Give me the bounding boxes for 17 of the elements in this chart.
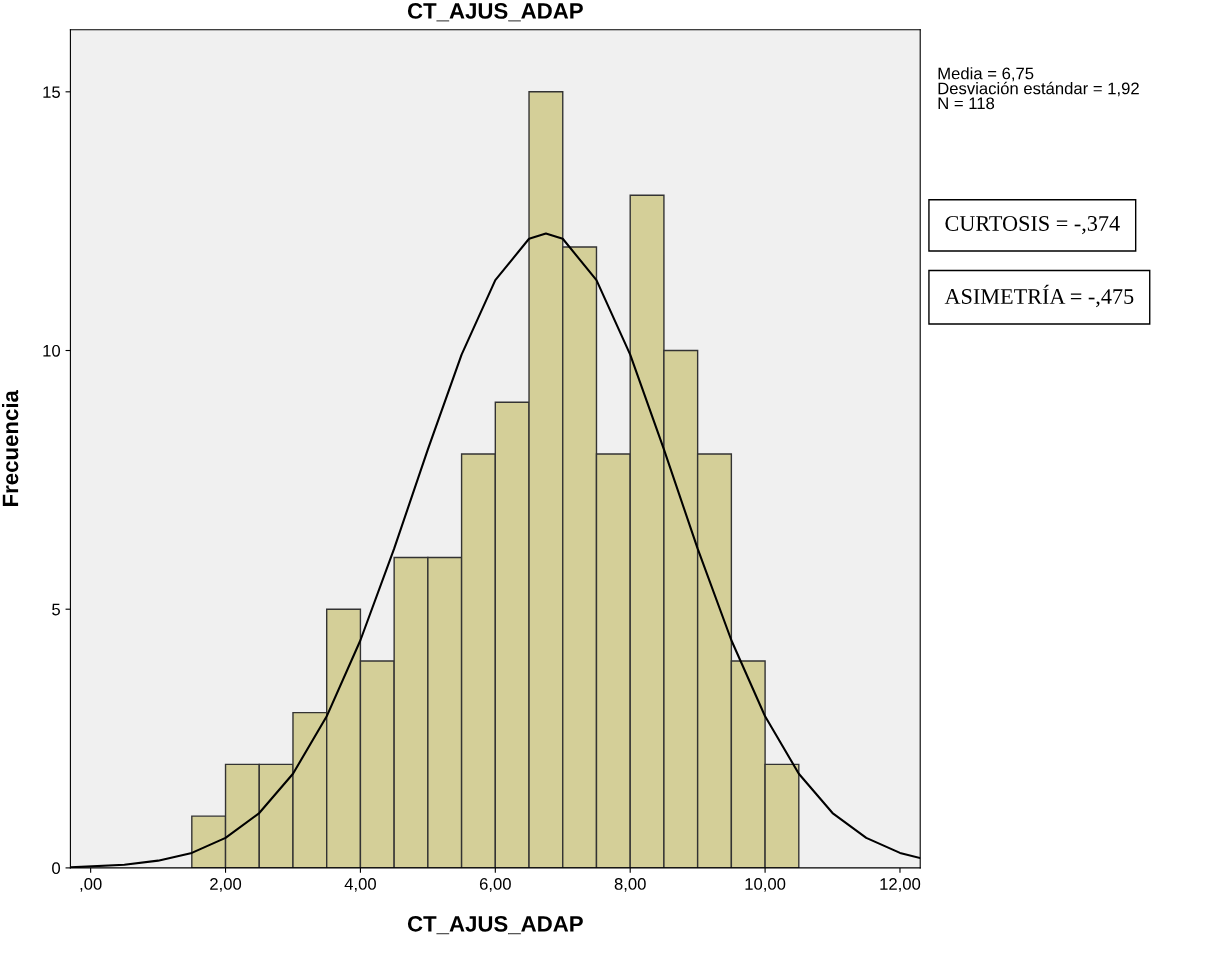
y-tick-label: 5 xyxy=(52,603,60,616)
x-tick-label: 4,00 xyxy=(344,878,376,892)
x-tick-label: 2,00 xyxy=(210,878,242,892)
y-tick-label: 0 xyxy=(52,862,61,875)
chart-title: CT_AJUS_ADAP xyxy=(407,3,583,22)
text: CURTOSIS = -,374 xyxy=(945,215,1120,235)
x-tick-label: ,00 xyxy=(80,878,102,892)
y-tick-label: 10 xyxy=(43,344,61,357)
text: ASIMETRÍA = -,475 xyxy=(944,284,1134,308)
y-axis-title: Frecuencia xyxy=(1,390,19,506)
x-tick-label: 6,00 xyxy=(479,878,511,892)
x-tick-label: 12,00 xyxy=(880,878,921,892)
text: Media = 6,75 Desviación estándar = 1,92 N = 118 xyxy=(938,67,1139,110)
x-axis-title: CT_AJUS_ADAP xyxy=(407,915,583,935)
y-tick-label: 15 xyxy=(43,86,60,99)
x-tick-label: 8,00 xyxy=(614,878,646,892)
x-tick-label: 10,00 xyxy=(745,878,786,892)
